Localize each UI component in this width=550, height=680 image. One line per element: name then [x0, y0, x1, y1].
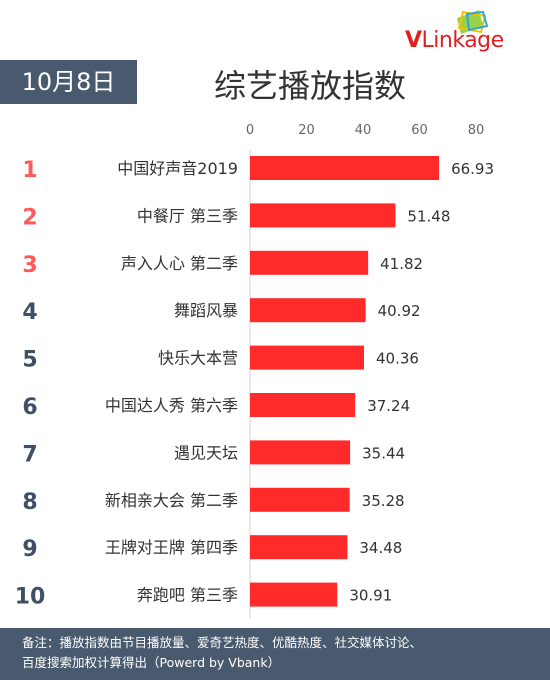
bar [250, 487, 350, 512]
footer-line-2: 百度搜索加权计算得出（Powerd by Vbank） [22, 655, 281, 670]
vlinkage-logo: VLinkage [405, 8, 535, 56]
logo-text-v: V [405, 28, 422, 53]
category-label: 王牌对王牌 第四季 [105, 538, 238, 557]
data-label: 51.48 [407, 207, 450, 225]
bar-chart: 0 20 40 60 80 1 中国好声音2019 66.93 2 中餐厅 第三季 51.48 3 声入… [15, 123, 494, 619]
data-label: 41.82 [380, 255, 423, 273]
category-label: 声入人心 第二季 [121, 254, 238, 273]
category-label: 快乐大本营 [158, 349, 238, 368]
category-label: 中餐厅 第三季 [137, 206, 238, 225]
x-tick-label: 80 [468, 123, 485, 138]
data-label: 35.28 [362, 492, 405, 510]
category-label: 中国达人秀 第六季 [105, 396, 238, 415]
data-label: 66.93 [451, 160, 494, 178]
data-label: 40.92 [378, 302, 421, 320]
rank-number: 4 [22, 300, 37, 325]
footer-line-1: 备注：播放指数由节目播放量、爱奇艺热度、优酷热度、社交媒体讨论、 [22, 635, 423, 650]
bar [250, 345, 365, 370]
bar [250, 298, 366, 323]
category-label: 奔跑吧 第三季 [137, 586, 238, 605]
data-label: 35.44 [362, 444, 405, 462]
data-label: 30.91 [349, 587, 392, 605]
bar [250, 250, 369, 275]
data-label: 34.48 [359, 539, 402, 557]
rank-number: 1 [22, 158, 37, 183]
footer-note: 备注：播放指数由节目播放量、爱奇艺热度、优酷热度、社交媒体讨论、 百度搜索加权计… [0, 628, 550, 680]
x-tick-label: 60 [411, 123, 428, 138]
rank-number: 2 [22, 205, 37, 230]
data-label: 40.36 [376, 350, 419, 368]
rank-number: 5 [22, 348, 37, 373]
data-label: 37.24 [367, 397, 410, 415]
bar [250, 440, 351, 465]
category-label: 舞蹈风暴 [174, 301, 238, 320]
rank-number: 8 [22, 490, 37, 515]
x-tick-label: 40 [355, 123, 372, 138]
rank-number: 10 [15, 585, 46, 610]
page-title: 综艺播放指数 [213, 67, 406, 105]
bar [250, 203, 396, 228]
category-label: 新相亲大会 第二季 [105, 491, 238, 510]
rank-number: 6 [22, 395, 37, 420]
date-badge: 10月8日 [0, 60, 137, 104]
rank-number: 3 [22, 253, 37, 278]
category-label: 遇见天坛 [174, 443, 238, 462]
rank-number: 9 [22, 537, 37, 562]
bar [250, 156, 440, 180]
bar [250, 393, 356, 417]
rank-number: 7 [22, 442, 37, 467]
x-tick-label: 20 [298, 123, 315, 138]
bar [250, 535, 348, 560]
category-label: 中国好声音2019 [117, 159, 238, 178]
logo-text-rest: Linkage [421, 28, 505, 53]
bar [250, 582, 338, 607]
x-tick-label: 0 [246, 123, 254, 138]
logo-frames-icon [457, 10, 489, 34]
